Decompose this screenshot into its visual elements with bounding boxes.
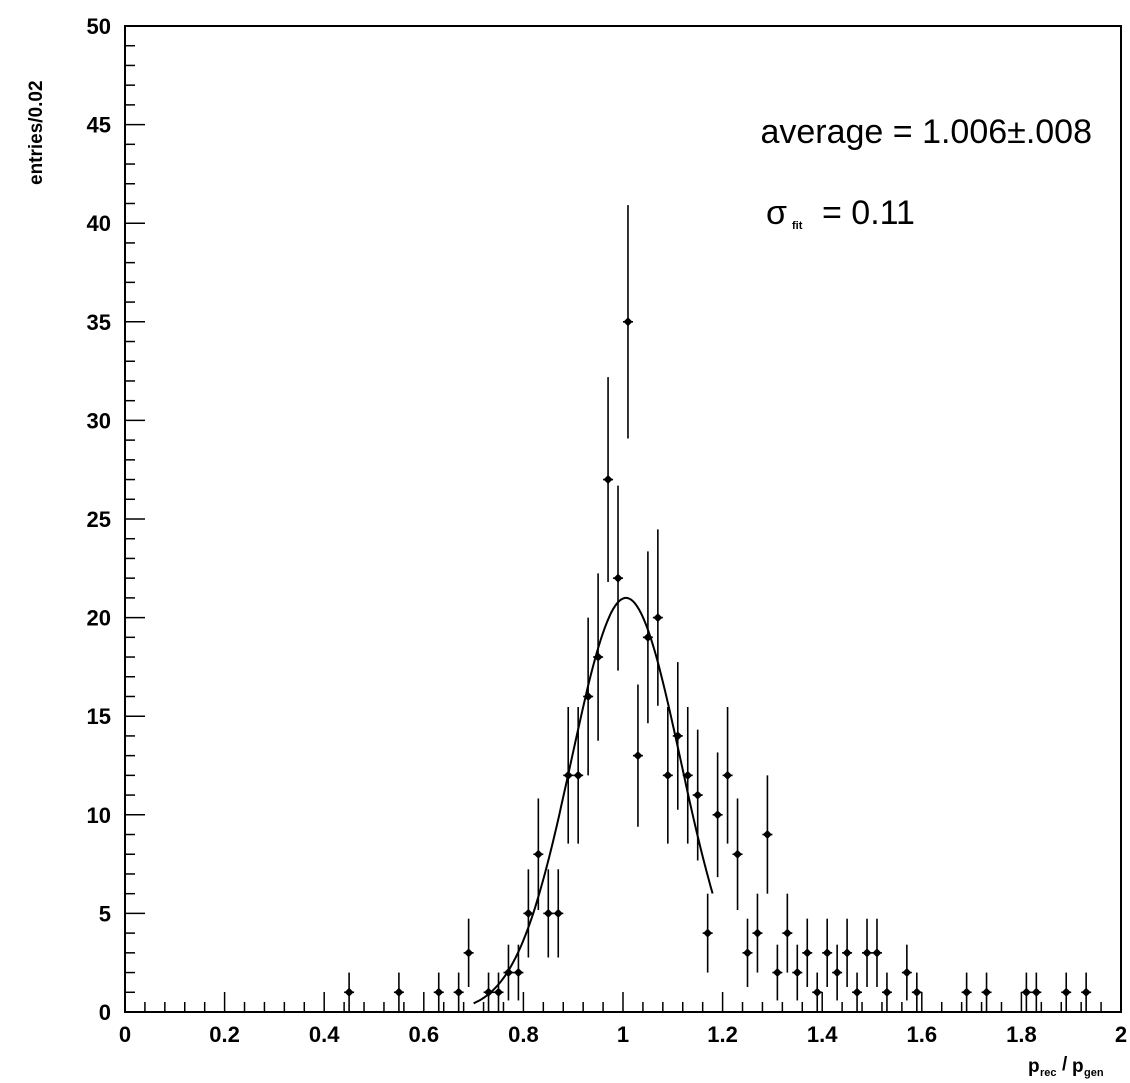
data-point — [882, 987, 892, 997]
data-point — [494, 987, 503, 997]
x-tick-label: 0 — [119, 1022, 131, 1047]
data-point — [434, 987, 444, 997]
data-point — [1061, 987, 1071, 997]
data-points — [344, 317, 1091, 997]
data-point — [962, 987, 972, 997]
x-title-sub-rec: rec — [1040, 1067, 1057, 1079]
data-point — [703, 928, 713, 938]
sigma-subscript: fit — [792, 220, 803, 232]
x-axis-ticks: 0 0.2 0.4 0.6 0.8 1 1.2 1.4 1.6 1.8 2 — [119, 992, 1127, 1047]
data-point — [723, 770, 733, 780]
data-point — [464, 948, 474, 958]
average-annotation: average = 1.006±.008 — [760, 113, 1092, 151]
data-point — [852, 987, 862, 997]
data-point — [623, 317, 633, 327]
data-point — [513, 968, 523, 978]
sigma-symbol: σ — [766, 194, 787, 232]
data-point — [484, 987, 494, 997]
sigma-fit-annotation: σ fit = 0.11 — [766, 194, 915, 232]
data-point — [832, 968, 842, 978]
data-point — [573, 770, 583, 780]
y-axis-title: entries/0.02 — [26, 80, 47, 185]
data-point — [812, 987, 822, 997]
y-tick-label: 20 — [87, 606, 111, 631]
data-point — [792, 968, 802, 978]
x-tick-label: 1 — [617, 1022, 629, 1047]
data-point — [842, 948, 852, 958]
x-tick-label: 0.4 — [309, 1022, 340, 1047]
y-tick-label: 5 — [99, 901, 111, 926]
data-point — [663, 770, 673, 780]
x-tick-label: 2 — [1115, 1022, 1127, 1047]
x-tick-label: 1.6 — [907, 1022, 938, 1047]
data-point — [782, 928, 792, 938]
plot-frame — [124, 25, 1122, 1013]
data-point — [543, 908, 553, 918]
data-point — [344, 987, 354, 997]
data-point — [743, 948, 752, 958]
data-point — [454, 987, 464, 997]
data-point — [693, 790, 703, 800]
y-tick-label: 35 — [87, 310, 111, 335]
data-point — [902, 968, 912, 978]
data-point — [394, 987, 404, 997]
data-point — [553, 908, 563, 918]
data-point — [912, 987, 922, 997]
y-tick-label: 45 — [87, 113, 111, 138]
x-title-p-rec: p — [1028, 1056, 1040, 1077]
data-point — [982, 987, 992, 997]
y-tick-label: 25 — [87, 507, 111, 532]
error-bars — [344, 205, 1092, 1012]
data-point — [772, 968, 782, 978]
data-point — [822, 948, 832, 958]
x-tick-label: 1.8 — [1006, 1022, 1037, 1047]
x-title-slash: / — [1062, 1054, 1068, 1075]
data-point — [802, 948, 812, 958]
data-point — [613, 573, 623, 583]
x-tick-label: 1.4 — [807, 1022, 838, 1047]
data-point — [752, 928, 762, 938]
gaussian-fit-curve — [473, 596, 714, 1005]
y-tick-label: 15 — [87, 704, 111, 729]
data-point — [733, 849, 743, 859]
data-point — [633, 751, 643, 761]
data-point — [603, 475, 613, 485]
sigma-value: = 0.11 — [822, 194, 915, 232]
x-axis-title: p rec / p gen — [1028, 1054, 1104, 1079]
y-tick-label: 50 — [87, 14, 111, 39]
data-point — [1081, 987, 1091, 997]
data-point — [653, 613, 663, 623]
data-point — [523, 908, 533, 918]
data-point — [713, 810, 723, 820]
data-point — [533, 849, 543, 859]
x-title-p-gen: p — [1072, 1056, 1084, 1077]
x-tick-label: 0.2 — [209, 1022, 240, 1047]
y-tick-label: 0 — [99, 1000, 111, 1025]
x-tick-label: 0.6 — [409, 1022, 440, 1047]
y-axis-ticks: 0 5 10 15 20 25 30 35 40 45 50 — [87, 14, 145, 1025]
data-point — [862, 948, 872, 958]
y-tick-label: 10 — [87, 803, 111, 828]
data-point — [1021, 987, 1031, 997]
y-tick-label: 40 — [87, 211, 111, 236]
x-title-sub-gen: gen — [1084, 1067, 1104, 1079]
data-point — [872, 948, 882, 958]
y-tick-label: 30 — [87, 408, 111, 433]
x-tick-label: 1.2 — [707, 1022, 738, 1047]
data-point — [1031, 987, 1041, 997]
data-point — [762, 830, 772, 840]
x-tick-label: 0.8 — [508, 1022, 539, 1047]
